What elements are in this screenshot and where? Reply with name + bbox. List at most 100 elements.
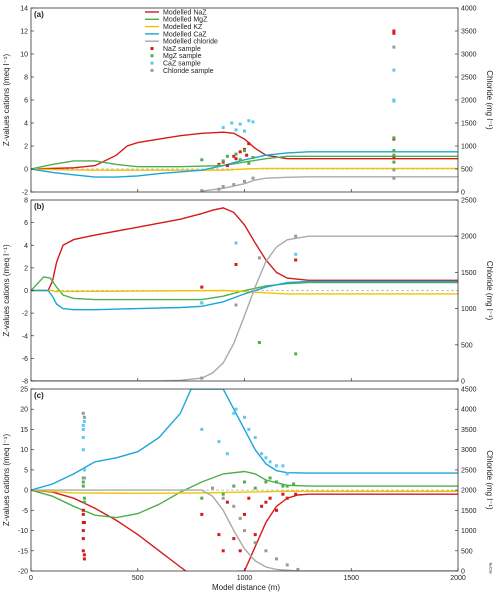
series-line-modelled-caz bbox=[31, 151, 458, 178]
y2-tick-label: 1000 bbox=[461, 306, 477, 313]
y-tick-label: 6 bbox=[24, 220, 28, 227]
sample-point-mgz-sample bbox=[281, 484, 285, 488]
sample-point-mgz-sample bbox=[221, 159, 225, 163]
panel-label: (a) bbox=[34, 10, 44, 19]
y2-tick-label: 3500 bbox=[461, 29, 477, 36]
sample-point-caz-sample bbox=[392, 99, 396, 103]
y-tick-label: -4 bbox=[22, 333, 28, 340]
series-line-modelled-naz bbox=[31, 489, 458, 571]
legend-label: CaZ sample bbox=[163, 61, 201, 68]
series-line-modelled-caz bbox=[31, 280, 458, 311]
y-tick-label: 6 bbox=[24, 98, 28, 105]
sample-point-chloride-sample bbox=[285, 563, 289, 567]
sample-point-chloride-sample bbox=[232, 183, 236, 187]
sample-point-naz-sample bbox=[234, 263, 238, 266]
y-tick-label: -2 bbox=[22, 190, 28, 197]
sample-point-mgz-sample bbox=[294, 352, 298, 356]
sample-point-caz-sample bbox=[200, 427, 204, 431]
x-tick-label: 1000 bbox=[237, 575, 253, 582]
sample-point-mgz-sample bbox=[285, 484, 289, 488]
sample-point-caz-sample bbox=[247, 427, 251, 431]
legend-item: Modelled CaZ bbox=[145, 31, 207, 38]
y-tick-label: 20 bbox=[20, 407, 28, 414]
sample-point-chloride-sample bbox=[296, 567, 300, 571]
y2-tick-label: 1000 bbox=[461, 144, 477, 151]
sample-point-mgz-sample bbox=[392, 160, 396, 164]
sample-point-caz-sample bbox=[234, 128, 238, 132]
sample-point-naz-sample bbox=[82, 557, 86, 561]
sample-point-mgz-sample bbox=[221, 492, 225, 496]
series-line-modelled-naz bbox=[31, 207, 458, 292]
sample-point-naz-sample bbox=[275, 508, 278, 512]
y-tick-label: 4 bbox=[24, 243, 28, 250]
sample-point-mgz-sample bbox=[200, 158, 204, 162]
legend-label: Modelled CaZ bbox=[163, 31, 207, 38]
sample-point-chloride-sample bbox=[253, 541, 257, 545]
x-tick-label: 0 bbox=[29, 575, 33, 582]
series-line-modelled-chloride bbox=[31, 235, 458, 381]
sample-point-naz-sample bbox=[238, 549, 242, 553]
sample-point-naz-sample bbox=[232, 154, 236, 158]
y2-tick-label: 1500 bbox=[461, 270, 477, 277]
sample-point-caz-sample bbox=[230, 121, 234, 125]
legend-label: Modelled KZ bbox=[163, 24, 203, 31]
legend-label: Modelled MgZ bbox=[163, 17, 208, 24]
sample-point-mgz-sample bbox=[392, 149, 396, 153]
sample-point-chloride-sample bbox=[200, 376, 204, 380]
panel-0: -2 0 2 4 6 8 10 12 14 0 500 1000 1500 2000 2500 3000 350… bbox=[2, 6, 494, 197]
sample-point-naz-sample bbox=[294, 492, 298, 496]
sample-point-caz-sample bbox=[82, 419, 86, 423]
legend-item: CaZ sample bbox=[150, 61, 201, 68]
sample-point-naz-sample bbox=[234, 157, 238, 161]
sample-point-caz-sample bbox=[234, 241, 238, 245]
sample-point-chloride-sample bbox=[243, 529, 246, 533]
y2-tick-label: 500 bbox=[461, 342, 473, 349]
sample-point-naz-sample bbox=[247, 496, 251, 500]
y-tick-label: -5 bbox=[22, 508, 28, 515]
series-line-modelled-caz bbox=[31, 389, 458, 491]
sample-point-mgz-sample bbox=[268, 476, 272, 480]
right-axis-title: Chloride (mg l⁻¹) bbox=[485, 450, 494, 510]
legend-item: MgZ sample bbox=[150, 53, 202, 60]
y-tick-label: -8 bbox=[22, 379, 28, 386]
legend-label: MgZ sample bbox=[163, 53, 202, 60]
sample-point-naz-sample bbox=[392, 29, 396, 33]
sample-point-naz-sample bbox=[264, 500, 268, 504]
sample-point-naz-sample bbox=[221, 549, 225, 553]
sample-point-chloride-sample bbox=[200, 189, 204, 192]
sample-point-naz-sample bbox=[247, 142, 251, 146]
right-axis-title: Chloride (mg l⁻¹) bbox=[485, 70, 494, 130]
x-tick-label: 1500 bbox=[343, 575, 359, 582]
y-tick-label: 0 bbox=[24, 167, 28, 174]
sample-point-chloride-sample bbox=[232, 504, 236, 508]
sample-point-naz-sample bbox=[285, 496, 289, 500]
legend-label: Modelled NaZ bbox=[163, 9, 207, 16]
sample-point-caz-sample bbox=[81, 427, 85, 431]
sample-point-caz-sample bbox=[253, 436, 257, 439]
sample-point-caz-sample bbox=[234, 407, 238, 411]
legend-item: Modelled MgZ bbox=[145, 17, 208, 24]
sample-point-mgz-sample bbox=[243, 149, 246, 153]
sample-point-caz-sample bbox=[81, 448, 85, 452]
sample-point-chloride-sample bbox=[221, 496, 225, 500]
sample-point-mgz-sample bbox=[392, 153, 396, 157]
sample-point-chloride-sample bbox=[257, 256, 261, 260]
y-tick-label: 14 bbox=[20, 6, 28, 13]
sample-point-chloride-sample bbox=[392, 168, 396, 172]
y2-tick-label: 3000 bbox=[461, 52, 477, 59]
y-tick-label: -10 bbox=[18, 528, 28, 535]
y-tick-label: 2 bbox=[24, 144, 28, 151]
sample-point-chloride-sample bbox=[82, 476, 86, 480]
sample-point-naz-sample bbox=[232, 537, 236, 541]
legend-item: NaZ sample bbox=[150, 46, 201, 53]
legend-label: Modelled chloride bbox=[163, 39, 218, 46]
legend-item: Chloride sample bbox=[150, 68, 214, 75]
sample-point-caz-sample bbox=[217, 440, 221, 444]
y-tick-label: 15 bbox=[20, 427, 28, 434]
legend-swatch bbox=[150, 61, 154, 65]
sample-point-chloride-sample bbox=[251, 176, 255, 180]
sample-point-naz-sample bbox=[200, 512, 204, 516]
series-line-modelled-mgz bbox=[31, 155, 458, 170]
y-tick-label: 2 bbox=[24, 265, 28, 272]
series-line-modelled-chloride bbox=[201, 176, 458, 192]
